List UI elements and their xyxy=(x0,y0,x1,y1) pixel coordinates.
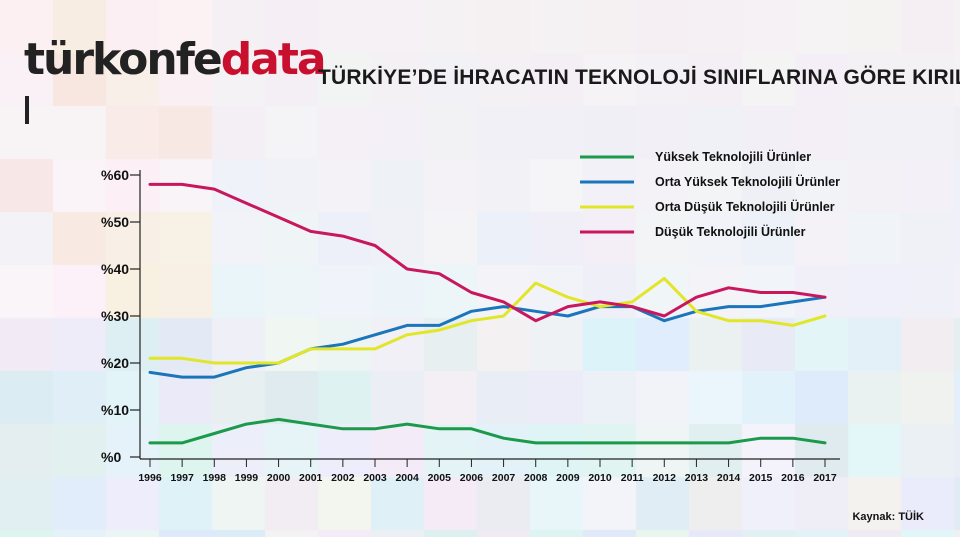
x-tick-label: 2006 xyxy=(460,472,484,484)
x-tick-label: 2012 xyxy=(653,472,677,484)
x-tick-label: 2017 xyxy=(813,472,837,484)
x-tick-label: 2014 xyxy=(717,472,741,484)
y-tick-label: %60 xyxy=(101,167,129,183)
x-tick-label: 1996 xyxy=(138,472,162,484)
series-line-3 xyxy=(148,182,827,323)
x-tick-label: 2011 xyxy=(621,472,644,484)
legend-label: Yüksek Teknolojili Ürünler xyxy=(655,149,811,164)
series-lines xyxy=(148,182,827,445)
y-tick-label: %40 xyxy=(101,261,129,277)
x-tick-label: 1999 xyxy=(235,472,259,484)
x-tick-label: 1997 xyxy=(170,472,194,484)
x-tick-label: 1998 xyxy=(203,472,227,484)
y-tick-label: %30 xyxy=(101,308,129,324)
x-tick-label: 2002 xyxy=(331,472,355,484)
y-tick-label: %10 xyxy=(101,402,129,418)
x-tick-label: 2008 xyxy=(524,472,548,484)
x-tick-label: 2009 xyxy=(556,472,580,484)
x-tick-label: 2000 xyxy=(267,472,291,484)
y-tick-label: %20 xyxy=(101,355,129,371)
series-line-2 xyxy=(148,276,827,365)
x-tick-label: 2003 xyxy=(363,472,387,484)
y-axis: %0 %10 %20 %30 %40 %50 %60 xyxy=(101,167,141,465)
x-tick-label: 2007 xyxy=(492,472,516,484)
source-note: Kaynak: TÜİK xyxy=(852,511,924,523)
x-tick-label: 2001 xyxy=(299,472,323,484)
x-tick-label: 2016 xyxy=(781,472,805,484)
legend-label: Orta Düşük Teknolojili Ürünler xyxy=(655,199,835,214)
legend: Yüksek Teknolojili Ürünler Orta Yüksek Te… xyxy=(580,149,840,239)
logo-text-part1: türkonfe xyxy=(24,34,223,85)
x-tick-label: 2013 xyxy=(685,472,709,484)
logo: türkonfedata xyxy=(24,38,327,82)
logo-text-part2: data xyxy=(220,34,327,85)
x-axis: 1996 1997 1998 1999 2000 2001 2002 2003 2004 2005… xyxy=(138,458,840,484)
legend-label: Düşük Teknolojili Ürünler xyxy=(655,224,806,239)
x-tick-label: 2015 xyxy=(749,472,773,484)
x-tick-label: 2010 xyxy=(588,472,612,484)
x-tick-label: 2005 xyxy=(428,472,452,484)
series-line-0 xyxy=(148,417,827,445)
chart-title: TÜRKİYE’DE İHRACATIN TEKNOLOJİ SINIFLARI… xyxy=(318,66,960,89)
y-tick-label: %50 xyxy=(101,214,129,230)
logo-bar xyxy=(25,96,29,124)
y-tick-label: %0 xyxy=(101,449,121,465)
legend-label: Orta Yüksek Teknolojili Ürünler xyxy=(655,174,840,189)
x-tick-label: 2004 xyxy=(395,472,419,484)
series-line-1 xyxy=(148,295,827,379)
